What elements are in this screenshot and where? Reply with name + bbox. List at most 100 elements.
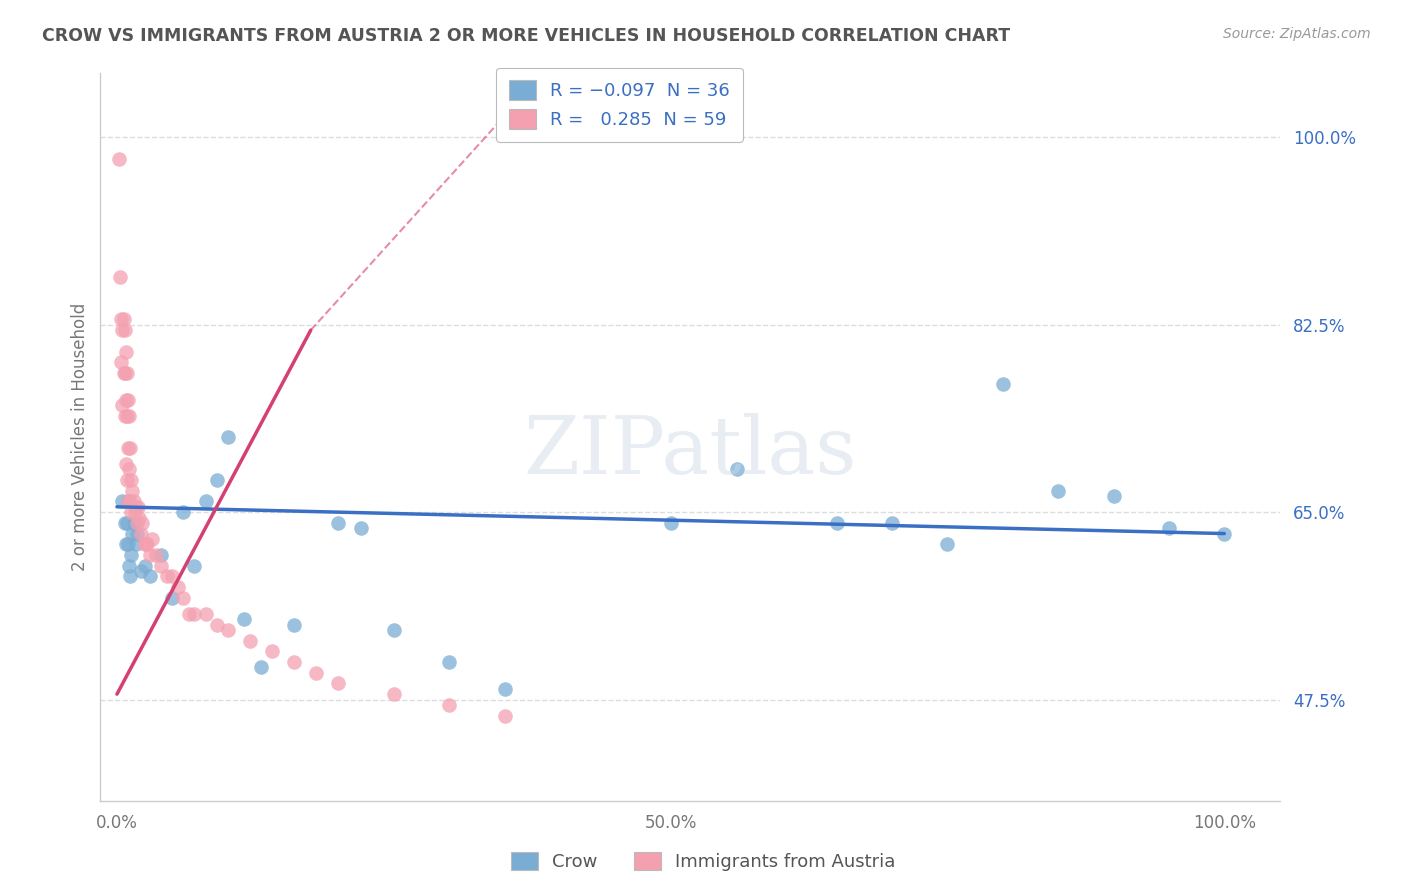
Point (108, 152, 131, 166)
Point (328, 516, 350, 530)
Point (111, 323, 134, 337)
Point (125, 537, 148, 551)
Point (122, 516, 145, 530)
Point (135, 537, 157, 551)
Point (183, 558, 205, 573)
Point (120, 494, 142, 508)
Point (283, 655, 305, 669)
Point (114, 344, 136, 359)
Point (114, 366, 136, 380)
Point (139, 548, 162, 562)
Text: Source: ZipAtlas.com: Source: ZipAtlas.com (1223, 27, 1371, 41)
Point (139, 569, 162, 583)
Point (115, 473, 138, 487)
Point (194, 494, 217, 508)
Point (725, 462, 748, 476)
Point (117, 494, 139, 508)
Point (120, 569, 142, 583)
Point (115, 366, 138, 380)
Point (305, 665, 328, 680)
Point (382, 623, 405, 637)
Point (217, 430, 239, 444)
Point (121, 526, 143, 541)
Point (217, 623, 239, 637)
Point (205, 473, 228, 487)
Point (205, 617, 228, 632)
Point (124, 505, 146, 519)
Point (120, 441, 142, 455)
Point (659, 516, 682, 530)
Point (115, 516, 138, 530)
Text: ZIPatlas: ZIPatlas (523, 413, 856, 491)
Legend: Crow, Immigrants from Austria: Crow, Immigrants from Austria (503, 845, 903, 879)
Point (110, 312, 132, 326)
Text: CROW VS IMMIGRANTS FROM AUSTRIA 2 OR MORE VEHICLES IN HOUSEHOLD CORRELATION CHAR: CROW VS IMMIGRANTS FROM AUSTRIA 2 OR MOR… (42, 27, 1011, 45)
Point (128, 510, 150, 524)
Point (110, 269, 132, 284)
Point (494, 681, 516, 696)
Point (125, 516, 148, 530)
Point (936, 537, 959, 551)
Point (260, 644, 283, 658)
Point (117, 537, 139, 551)
Point (134, 537, 156, 551)
Point (111, 398, 134, 412)
Point (150, 558, 173, 573)
Point (162, 569, 184, 583)
Point (131, 526, 153, 541)
Point (349, 521, 371, 535)
Point (134, 558, 156, 573)
Point (1157, 521, 1180, 535)
Y-axis label: 2 or more Vehicles in Household: 2 or more Vehicles in Household (72, 303, 89, 572)
Point (825, 516, 848, 530)
Point (239, 633, 262, 648)
Point (111, 494, 134, 508)
Point (114, 323, 136, 337)
Point (121, 483, 143, 498)
Point (167, 580, 190, 594)
Point (162, 591, 184, 605)
Point (114, 516, 136, 530)
Point (1213, 526, 1236, 541)
Point (283, 617, 305, 632)
Point (1047, 483, 1070, 498)
Point (135, 537, 157, 551)
Point (172, 505, 194, 519)
Point (120, 473, 142, 487)
Point (233, 612, 256, 626)
Point (117, 392, 139, 407)
Point (177, 607, 200, 621)
Point (112, 312, 135, 326)
Point (382, 687, 405, 701)
Legend: R = −0.097  N = 36, R =   0.285  N = 59: R = −0.097 N = 36, R = 0.285 N = 59 (496, 68, 742, 142)
Point (127, 500, 149, 514)
Point (115, 409, 138, 423)
Point (250, 660, 273, 674)
Point (156, 569, 179, 583)
Point (991, 376, 1014, 391)
Point (131, 516, 153, 530)
Point (125, 526, 148, 541)
Point (114, 457, 136, 471)
Point (114, 409, 136, 423)
Point (437, 655, 460, 669)
Point (120, 548, 142, 562)
Point (118, 462, 141, 476)
Point (880, 516, 903, 530)
Point (183, 607, 205, 621)
Point (114, 537, 136, 551)
Point (114, 392, 136, 407)
Point (118, 409, 141, 423)
Point (124, 516, 146, 530)
Point (1102, 489, 1125, 503)
Point (172, 591, 194, 605)
Point (131, 564, 153, 578)
Point (122, 494, 145, 508)
Point (328, 676, 350, 690)
Point (150, 548, 173, 562)
Point (141, 532, 163, 546)
Point (194, 607, 217, 621)
Point (125, 500, 148, 514)
Point (117, 494, 139, 508)
Point (110, 355, 132, 369)
